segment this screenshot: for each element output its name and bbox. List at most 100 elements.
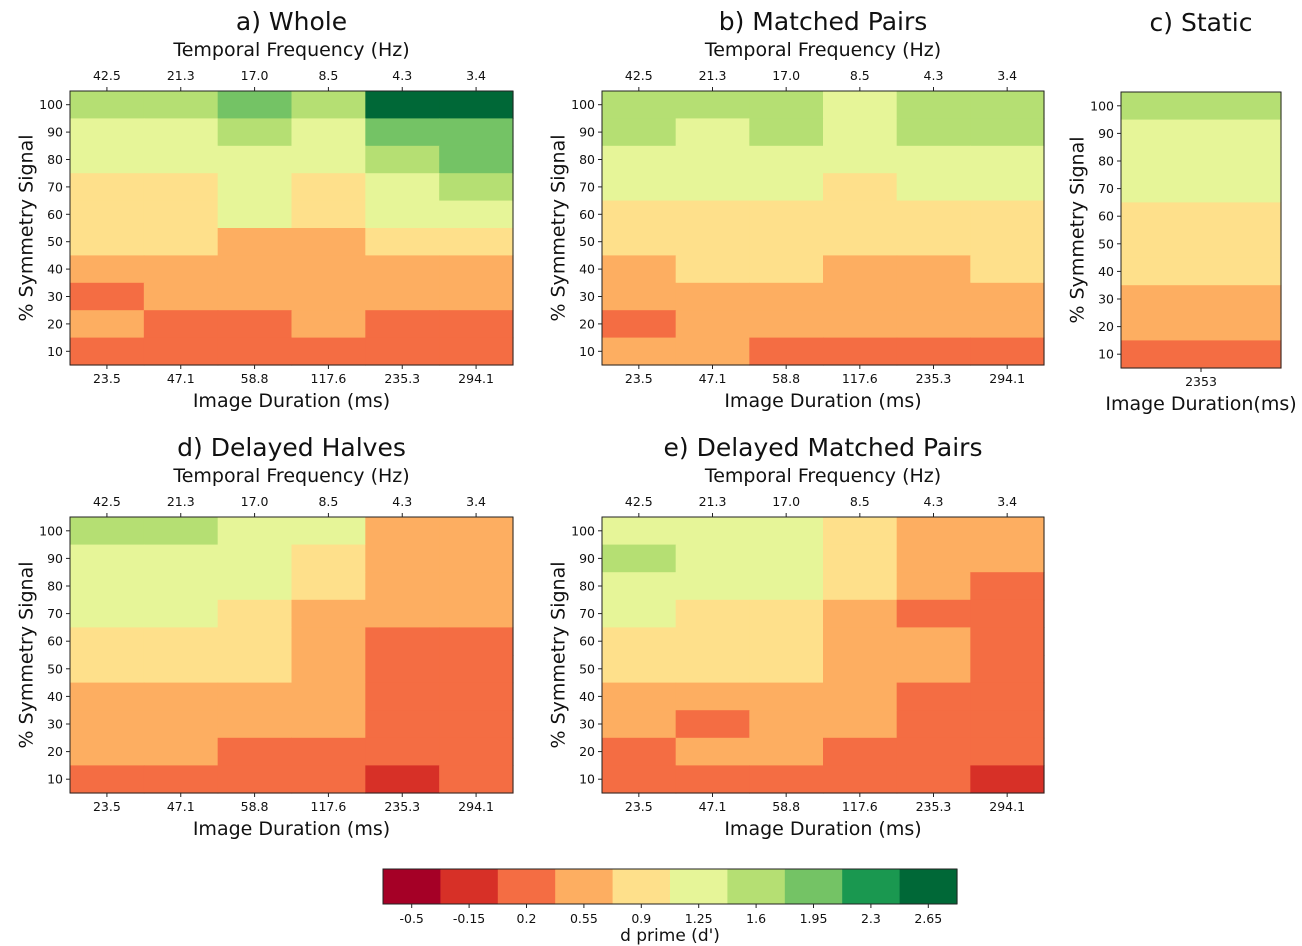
heatmap-cell [823,228,898,256]
heatmap-cell [675,173,750,202]
heatmap-cell [143,145,219,174]
heatmap-cell [823,627,898,656]
heatmap-cell [602,572,677,601]
heatmap-cell [823,255,898,284]
x-tick-label: 117.6 [842,371,878,386]
heatmap-cell [291,765,366,794]
heatmap-cell [823,710,898,739]
heatmap-cell [291,599,366,628]
y-tick-label: 50 [47,234,63,249]
heatmap-cell [70,337,145,366]
heatmap-cell [970,200,1045,229]
heatmap-cell [823,310,898,339]
heatmap-cell [143,572,219,601]
heatmap-cell [291,255,366,284]
heatmap-cell [970,517,1045,546]
heatmap-cell [143,627,219,656]
x-tick-label: 294.1 [458,799,494,814]
heatmap-cell [749,228,824,256]
heatmap-cell [896,228,971,256]
x-tick-label: 47.1 [167,799,195,814]
heatmap-cell [70,310,145,339]
y-tick-label: 80 [47,579,63,594]
heatmap-cell [896,145,971,174]
y-tick-label: 80 [1098,154,1114,169]
heatmap-cell [143,737,219,766]
x-tick-label: 23.5 [93,799,121,814]
heatmap-cell [823,544,898,573]
colorbar-tick-label: 2.65 [914,911,942,926]
heatmap-cell [291,737,366,766]
heatmap-cell [439,627,514,656]
y-tick-label: 10 [47,344,63,359]
heatmap-cell [70,173,145,202]
y-tick-label: 70 [47,179,63,194]
y-tick-label: 100 [39,97,63,112]
heatmap-cell [217,91,293,119]
heatmap-cell [439,145,514,174]
heatmap-cell [291,337,366,366]
heatmap-cell [602,765,677,794]
y-tick-label: 20 [47,744,63,759]
y-tick-label: 10 [47,772,63,787]
heatmap-cell [970,91,1045,119]
heatmap-cell [675,627,750,656]
heatmap-cell [70,655,145,684]
heatmap-cell [439,337,514,366]
heatmap-cell [602,173,677,202]
top-tick-label: 42.5 [625,494,653,509]
x-tick-label: 23.5 [93,371,121,386]
panel-title: a) Whole [236,7,347,36]
heatmap-cell [439,599,514,628]
x-axis-label: Image Duration (ms) [193,390,390,412]
heatmap-cell [896,337,971,366]
y-tick-label: 90 [579,551,595,566]
x-tick-label: 294.1 [989,371,1025,386]
heatmap-cell [896,572,971,601]
heatmap-cell [365,91,440,119]
y-tick-label: 80 [579,579,595,594]
heatmap-cell [143,118,219,147]
heatmap-cell [675,599,750,628]
y-tick-label: 20 [579,316,595,331]
y-tick-label: 100 [1090,98,1114,113]
heatmap-cell [70,118,145,147]
heatmap-cell [143,91,219,119]
y-tick-label: 40 [579,262,595,277]
heatmap-cell [823,737,898,766]
heatmap-cell [602,737,677,766]
x-axis-label: Image Duration(ms) [1105,393,1296,415]
y-tick-label: 60 [47,207,63,222]
heatmap-cell [896,655,971,684]
x-tick-label: 235.3 [384,371,420,386]
heatmap-cell [365,228,440,256]
heatmap-cell [602,310,677,339]
heatmap-cell [217,255,293,284]
heatmap-cell [439,544,514,573]
heatmap-cell [365,710,440,739]
y-tick-label: 20 [579,744,595,759]
heatmap-cell [1121,119,1282,148]
heatmap-cell [291,91,366,119]
heatmap-cell [291,682,366,711]
heatmap-cell [749,682,824,711]
heatmap-cell [1121,340,1282,369]
heatmap-cell [143,765,219,794]
heatmap-cell [439,310,514,339]
plot-frame [601,516,1045,794]
panel-title: d) Delayed Halves [177,433,406,462]
top-tick-label: 17.0 [772,68,800,83]
heatmap-cell [143,337,219,366]
heatmap-cell [143,544,219,573]
heatmap-cell [896,544,971,573]
x-tick-label: 23.5 [625,799,653,814]
heatmap-cell [365,200,440,229]
colorbar-tick-label: 2.3 [861,911,881,926]
heatmap-cell [70,228,145,256]
y-tick-label: 20 [1098,319,1114,334]
x-tick-label: 235.3 [916,799,952,814]
colorbar-segment [497,869,556,904]
y-tick-label: 80 [579,152,595,167]
heatmap-cell [970,228,1045,256]
heatmap-cell [970,337,1045,366]
